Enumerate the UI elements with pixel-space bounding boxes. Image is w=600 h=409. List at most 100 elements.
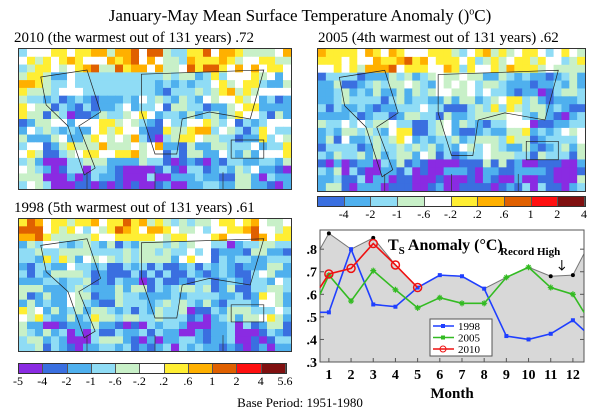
map-cell bbox=[195, 126, 204, 136]
map-cell bbox=[147, 157, 156, 167]
map-cell bbox=[435, 112, 445, 121]
map-cell bbox=[553, 104, 562, 113]
map-cell bbox=[187, 241, 196, 249]
map-cell bbox=[219, 307, 228, 315]
map-cell bbox=[91, 343, 100, 351]
map-cell bbox=[211, 314, 220, 323]
map-cell bbox=[43, 56, 52, 66]
map-cell bbox=[396, 167, 405, 176]
map-cell bbox=[179, 314, 188, 323]
map-cell bbox=[75, 329, 84, 337]
map-cell bbox=[227, 181, 236, 189]
map-cell bbox=[396, 183, 405, 191]
map-cell bbox=[171, 80, 180, 89]
map-cell bbox=[283, 277, 291, 286]
map-cell bbox=[427, 88, 437, 97]
map-cell bbox=[227, 56, 236, 66]
map-cell bbox=[267, 173, 276, 182]
map-cell bbox=[259, 292, 268, 301]
map-cell bbox=[227, 270, 236, 279]
point-1998 bbox=[548, 331, 553, 336]
map-cell bbox=[75, 255, 84, 264]
map-cell bbox=[380, 80, 390, 89]
map-cell bbox=[171, 119, 180, 128]
map-cell bbox=[107, 321, 116, 330]
map-cell bbox=[251, 329, 260, 337]
map-cell bbox=[147, 80, 156, 89]
map-cell bbox=[51, 292, 60, 301]
map-cell bbox=[227, 233, 236, 242]
map-cell bbox=[147, 299, 156, 308]
map-cell bbox=[275, 307, 284, 315]
map-cell bbox=[506, 127, 515, 137]
map-cell bbox=[179, 285, 188, 293]
map-cell bbox=[147, 314, 156, 323]
map-cell bbox=[163, 299, 172, 308]
map-cell bbox=[227, 292, 236, 301]
map-cell bbox=[467, 183, 476, 191]
map-cell bbox=[211, 95, 220, 104]
map-cell bbox=[91, 233, 100, 242]
map-cell bbox=[388, 49, 398, 58]
map-cell bbox=[283, 321, 291, 330]
map-cell bbox=[195, 56, 204, 66]
map-cell bbox=[99, 219, 108, 227]
map-cell bbox=[349, 175, 358, 184]
map-cell bbox=[187, 150, 196, 159]
map-cell bbox=[396, 49, 405, 58]
map-cell bbox=[187, 157, 196, 167]
map-cell bbox=[91, 126, 100, 136]
map-cell bbox=[243, 49, 252, 58]
map-cell bbox=[514, 127, 523, 137]
map-cell bbox=[522, 64, 531, 74]
point-2010 bbox=[390, 260, 401, 270]
map-cell bbox=[139, 299, 148, 308]
map-cell bbox=[219, 64, 228, 73]
map-cell bbox=[195, 248, 204, 257]
map-cell bbox=[139, 95, 148, 104]
map-cell bbox=[243, 314, 252, 323]
map-cell bbox=[365, 104, 374, 113]
title-rest: Anomaly (°C) bbox=[405, 237, 503, 254]
colorbar-swatch bbox=[140, 364, 165, 373]
map-cell bbox=[203, 248, 212, 257]
map-cell bbox=[577, 64, 585, 74]
map-cell bbox=[131, 64, 140, 73]
map-cell bbox=[219, 248, 228, 257]
map-cell bbox=[83, 95, 92, 104]
map-cell bbox=[43, 263, 52, 271]
map-cell bbox=[219, 56, 228, 66]
map-cell bbox=[139, 80, 148, 89]
map-cell bbox=[203, 307, 212, 315]
map-cell bbox=[388, 175, 398, 184]
map-cell bbox=[569, 56, 578, 66]
map-cell bbox=[35, 119, 44, 128]
map-cell bbox=[27, 95, 36, 104]
map-cell bbox=[43, 142, 52, 151]
map-cell bbox=[27, 142, 36, 151]
map-cell bbox=[155, 103, 164, 112]
map-cell bbox=[243, 80, 252, 89]
map-cell bbox=[259, 285, 268, 293]
map-cell bbox=[99, 111, 108, 120]
map-cell bbox=[179, 181, 188, 189]
map-cell bbox=[427, 64, 437, 74]
map-cell bbox=[482, 159, 492, 168]
map-cell bbox=[275, 270, 284, 279]
map-cell bbox=[380, 64, 390, 74]
map-cell bbox=[219, 299, 228, 308]
map-cell bbox=[341, 151, 350, 160]
map-cell bbox=[357, 151, 366, 160]
map-cell bbox=[318, 135, 327, 145]
map-cell bbox=[475, 80, 484, 89]
map-cell bbox=[195, 165, 204, 174]
map-cell bbox=[506, 167, 515, 176]
map-cell bbox=[404, 64, 413, 74]
map-cell bbox=[115, 343, 124, 351]
point-1998 bbox=[482, 286, 487, 291]
map-cell bbox=[99, 64, 108, 73]
temperature-anomaly-map-1998 bbox=[18, 218, 292, 352]
map-cell bbox=[179, 134, 188, 143]
map-cell bbox=[530, 49, 539, 58]
map-cell bbox=[195, 111, 204, 120]
